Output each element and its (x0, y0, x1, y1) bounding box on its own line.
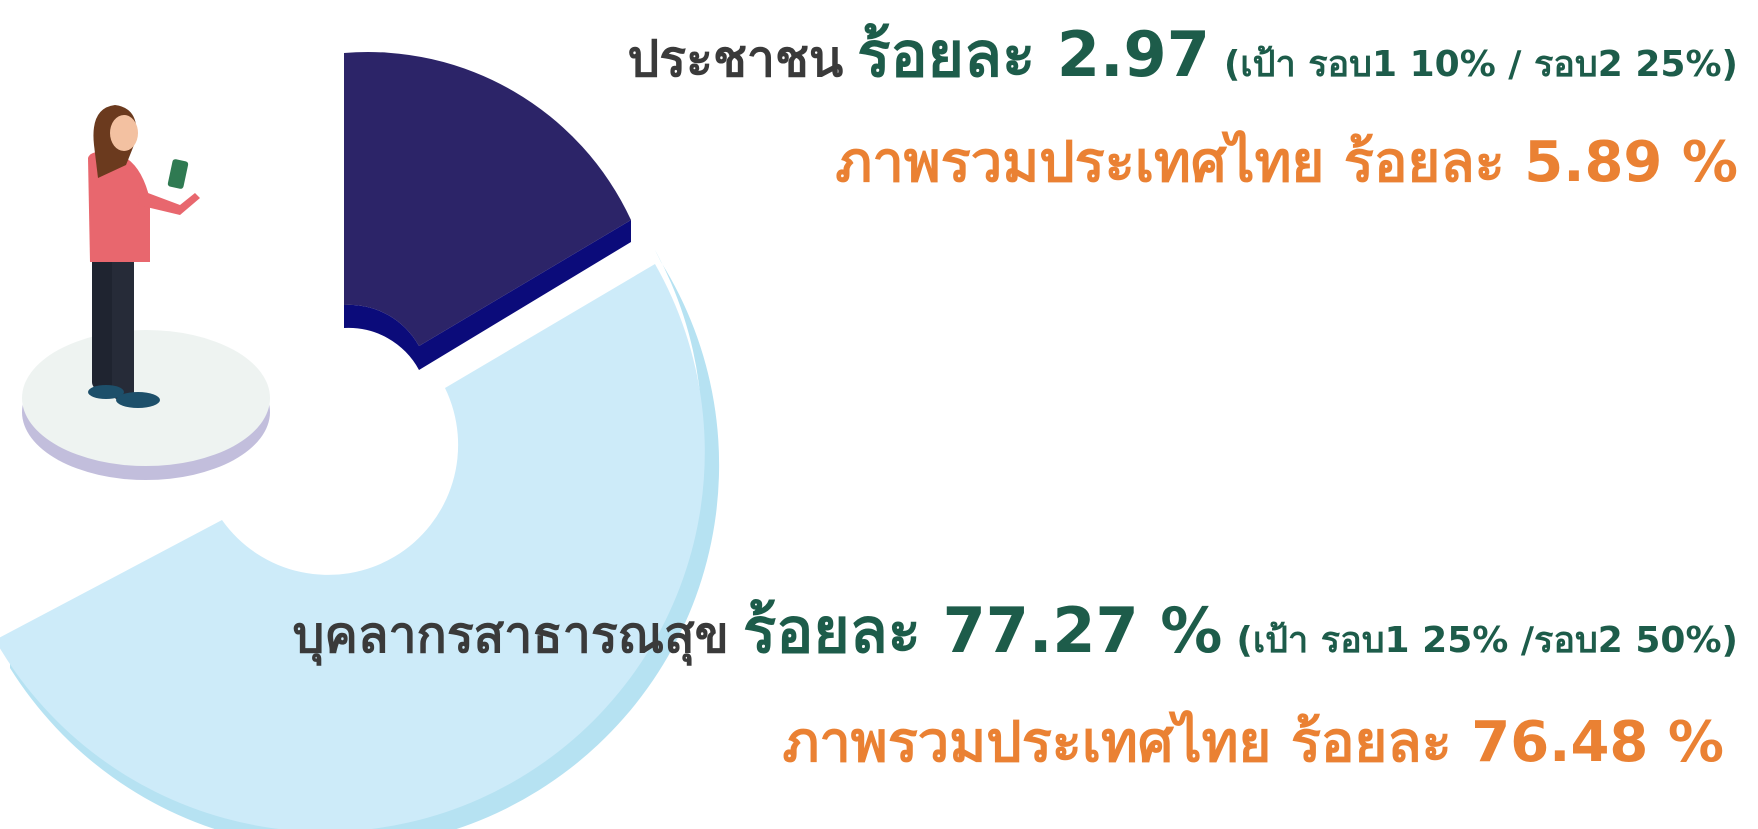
donut-segment-dark (344, 52, 631, 346)
national-rate: ภาพรวมประเทศไทย ร้อยละ 5.89 % (835, 135, 1738, 191)
national-rate: ภาพรวมประเทศไทย ร้อยละ 76.48 % (782, 715, 1724, 771)
page: ประชาชนร้อยละ 2.97 (เป้า รอบ1 10% / รอบ2 … (0, 0, 1758, 829)
rate: ร้อยละ 2.97 (857, 18, 1210, 91)
group-label: บุคลากรสาธารณสุข (293, 606, 729, 664)
group-label: ประชาชน (628, 30, 844, 88)
target: (เป้า รอบ1 10% / รอบ2 25%) (1224, 44, 1738, 85)
illustration (0, 0, 1758, 829)
rate: ร้อยละ 77.27 % (743, 594, 1223, 667)
health-staff-line: บุคลากรสาธารณสุขร้อยละ 77.27 %(เป้า รอบ1… (293, 600, 1738, 662)
target: (เป้า รอบ1 25% /รอบ2 50%) (1236, 620, 1738, 661)
public-line: ประชาชนร้อยละ 2.97(เป้า รอบ1 10% / รอบ2 … (628, 24, 1738, 86)
